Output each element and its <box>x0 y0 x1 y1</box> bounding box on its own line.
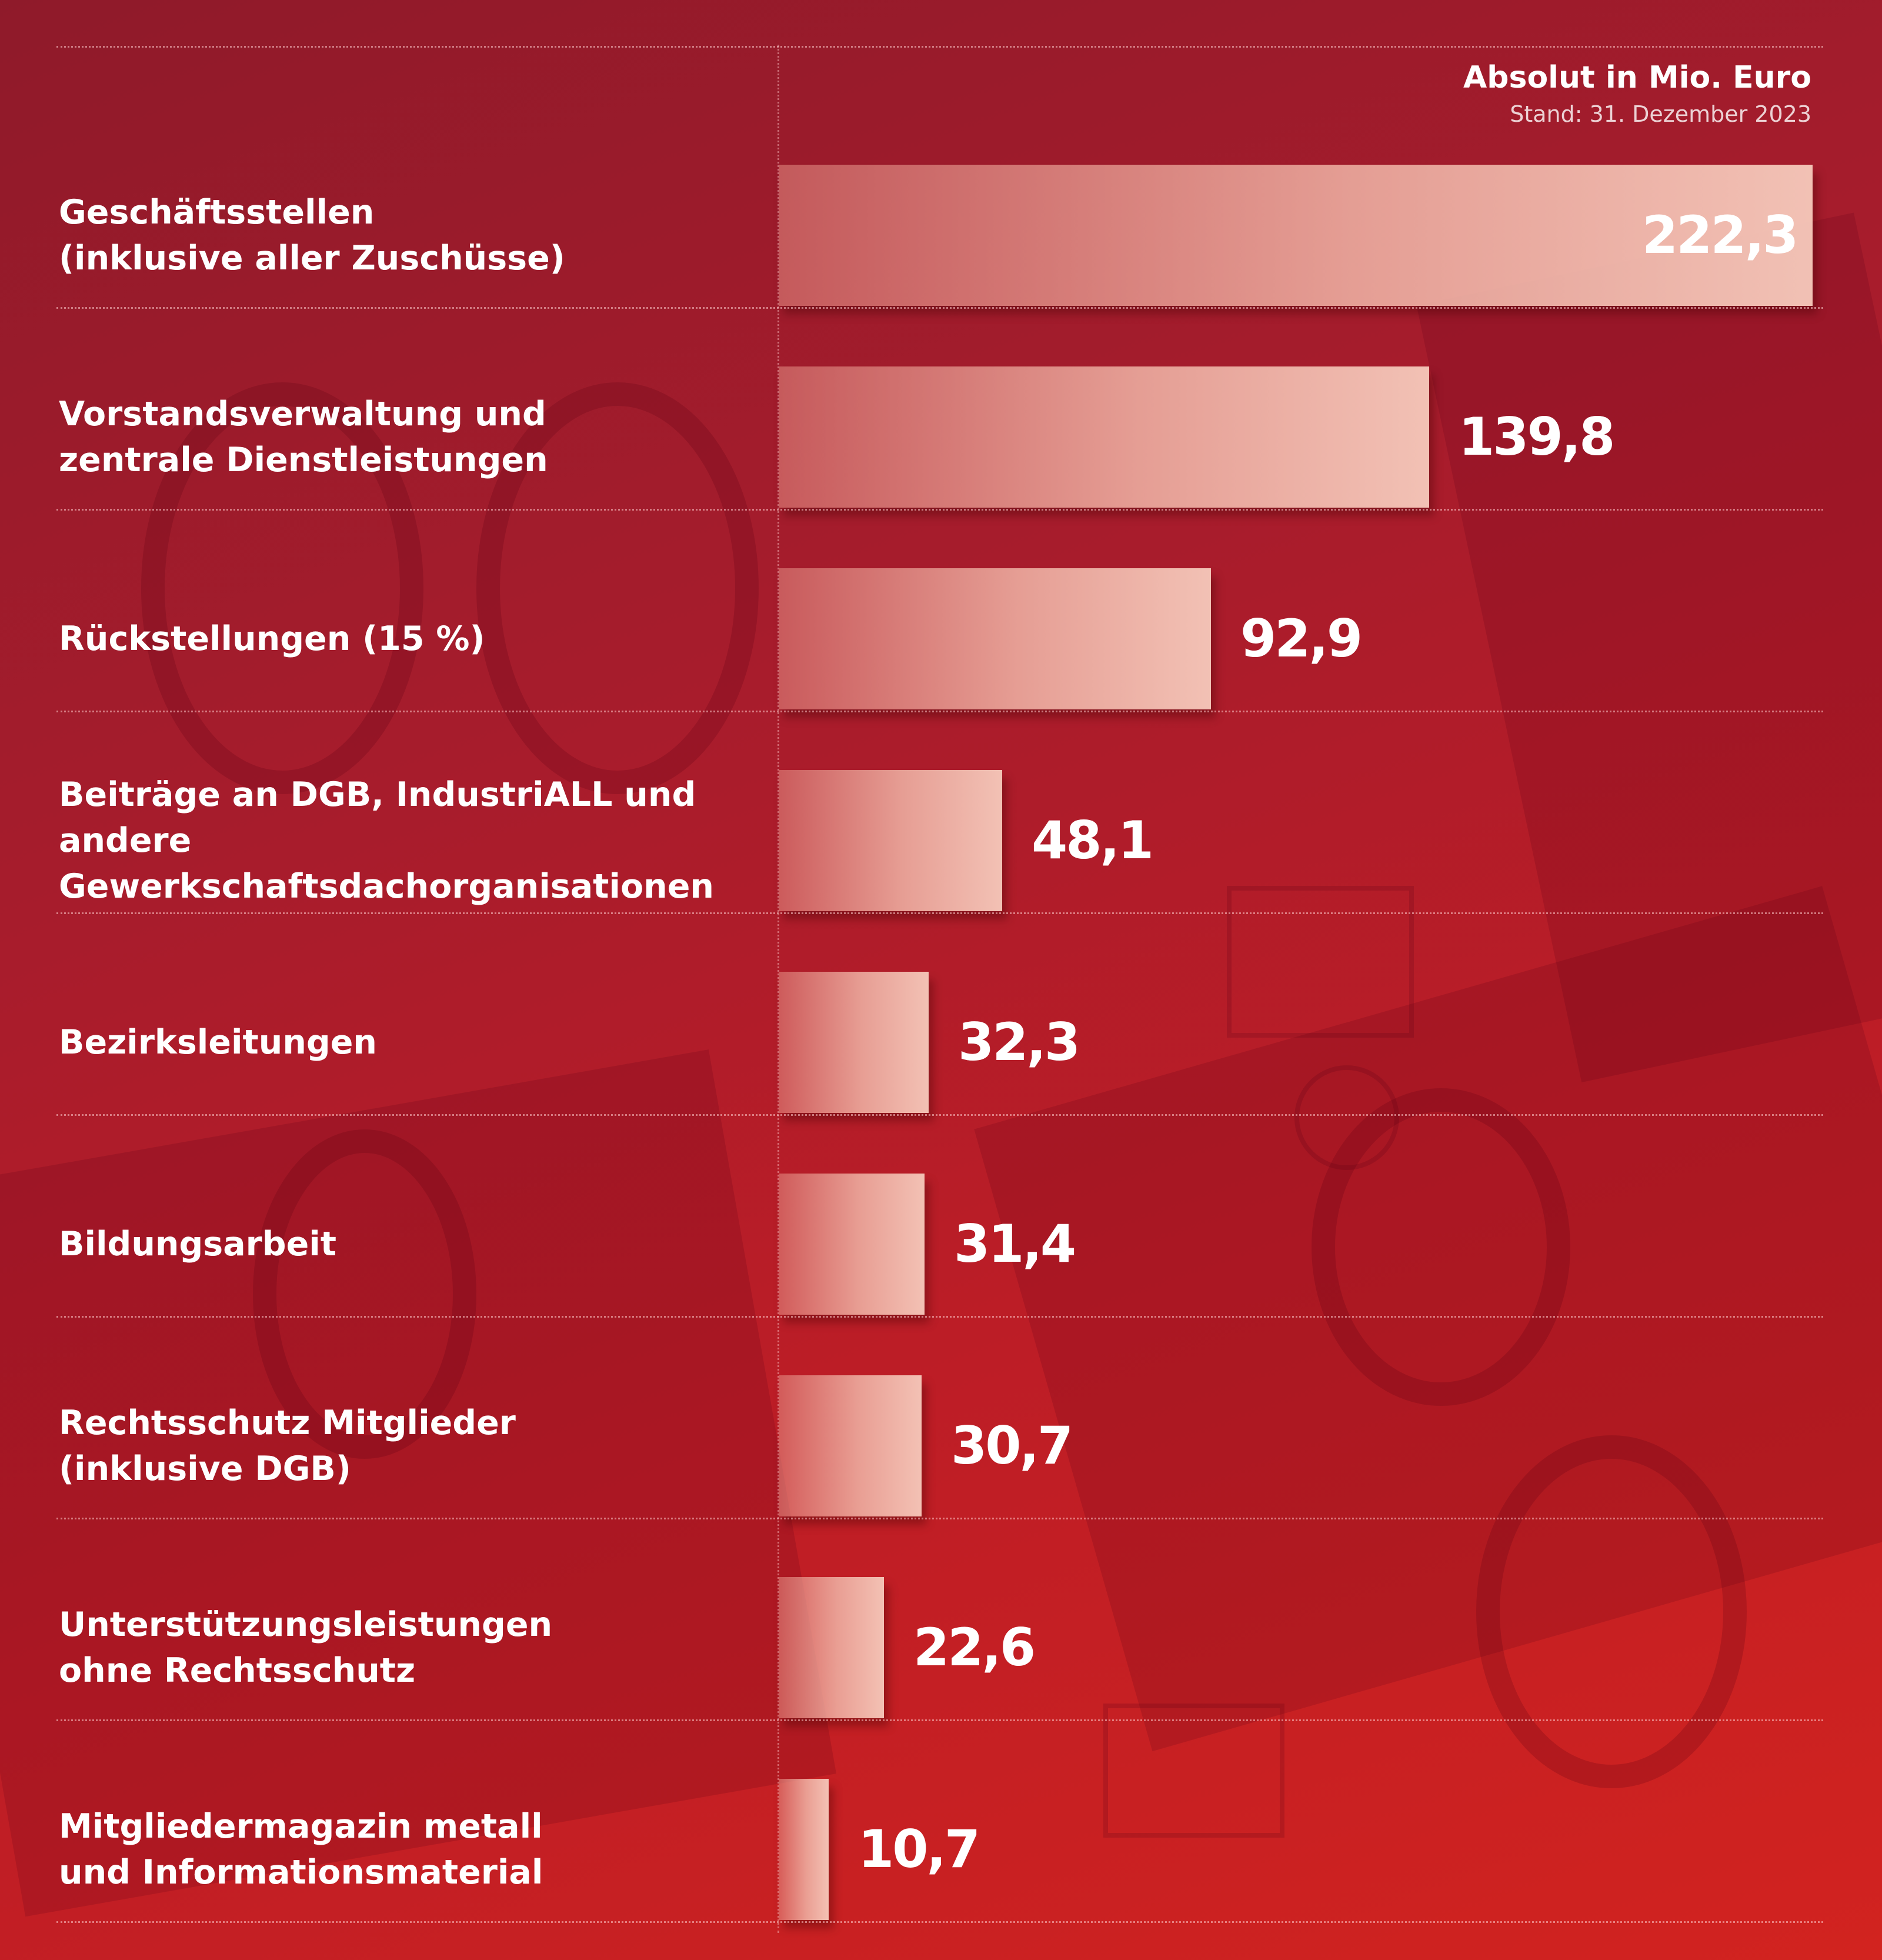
category-label-line: Rechtsschutz Mitglieder <box>59 1404 516 1442</box>
row-divider <box>56 711 1823 712</box>
category-label-line: zentrale Dienstleistungen <box>59 441 548 479</box>
bar <box>779 1779 829 1920</box>
bar-value-label: 31,4 <box>954 1214 1076 1274</box>
bar-value-label: 32,3 <box>958 1012 1080 1072</box>
as-of-date: Stand: 31. Dezember 2023 <box>1510 101 1811 127</box>
category-label-line: Unterstützungsleistungen <box>59 1605 553 1644</box>
bar <box>779 972 929 1113</box>
category-label-line: Geschäftsstellen <box>59 193 375 232</box>
row-divider <box>56 912 1823 914</box>
bar-value-label: 30,7 <box>951 1415 1073 1476</box>
row-divider <box>56 1114 1823 1116</box>
category-label-line: Rückstellungen (15 %) <box>59 619 485 658</box>
category-label-line: ohne Rechtsschutz <box>59 1651 416 1690</box>
category-label-line: (inklusive DGB) <box>59 1449 351 1488</box>
row-divider <box>56 1719 1823 1721</box>
row-divider <box>56 307 1823 309</box>
category-label-line: Vorstandsverwaltung und <box>59 395 546 434</box>
bar <box>779 366 1429 508</box>
category-label-line: und Informationsmaterial <box>59 1853 543 1892</box>
row-divider <box>56 46 1823 48</box>
bar <box>779 1577 884 1718</box>
bar <box>779 568 1211 709</box>
category-label: Bildungsarbeit <box>59 1174 776 1315</box>
bar <box>779 165 1813 306</box>
bar <box>779 770 1002 911</box>
label-column-divider <box>778 45 779 1933</box>
category-label-line: Gewerkschaftsdachorganisationen <box>59 867 714 906</box>
category-label: Beiträge an DGB, IndustriALL und andere G… <box>59 770 776 911</box>
bar-value-label: 48,1 <box>1032 810 1154 871</box>
row-divider <box>56 509 1823 511</box>
bar-value-label: 222,3 <box>1642 205 1798 265</box>
category-label: Vorstandsverwaltung und zentrale Dienstle… <box>59 366 776 508</box>
category-label: Mitgliedermagazin metall und Informations… <box>59 1779 776 1920</box>
bar <box>779 1375 922 1516</box>
bar <box>779 1174 925 1315</box>
row-divider <box>56 1316 1823 1318</box>
category-label: Bezirksleitungen <box>59 972 776 1113</box>
row-divider <box>56 1921 1823 1923</box>
bar-value-label: 92,9 <box>1240 608 1363 669</box>
category-label: Rückstellungen (15 %) <box>59 568 776 709</box>
bar-value-label: 22,6 <box>913 1617 1036 1678</box>
bar-value-label: 10,7 <box>858 1819 980 1879</box>
category-label-line: Mitgliedermagazin metall <box>59 1807 543 1846</box>
category-label-line: Beiträge an DGB, IndustriALL und andere <box>59 775 696 860</box>
bar-value-label: 139,8 <box>1459 406 1615 467</box>
category-label-line: Bildungsarbeit <box>59 1225 337 1264</box>
row-divider <box>56 1518 1823 1519</box>
category-label: Unterstützungsleistungen ohne Rechtsschut… <box>59 1577 776 1718</box>
category-label: Rechtsschutz Mitglieder (inklusive DGB) <box>59 1375 776 1516</box>
category-label-line: Bezirksleitungen <box>59 1023 377 1062</box>
category-label-line: (inklusive aller Zuschüsse) <box>59 239 565 278</box>
category-label: Geschäftsstellen (inklusive aller Zuschüs… <box>59 165 776 306</box>
unit-title: Absolut in Mio. Euro <box>1463 60 1811 95</box>
